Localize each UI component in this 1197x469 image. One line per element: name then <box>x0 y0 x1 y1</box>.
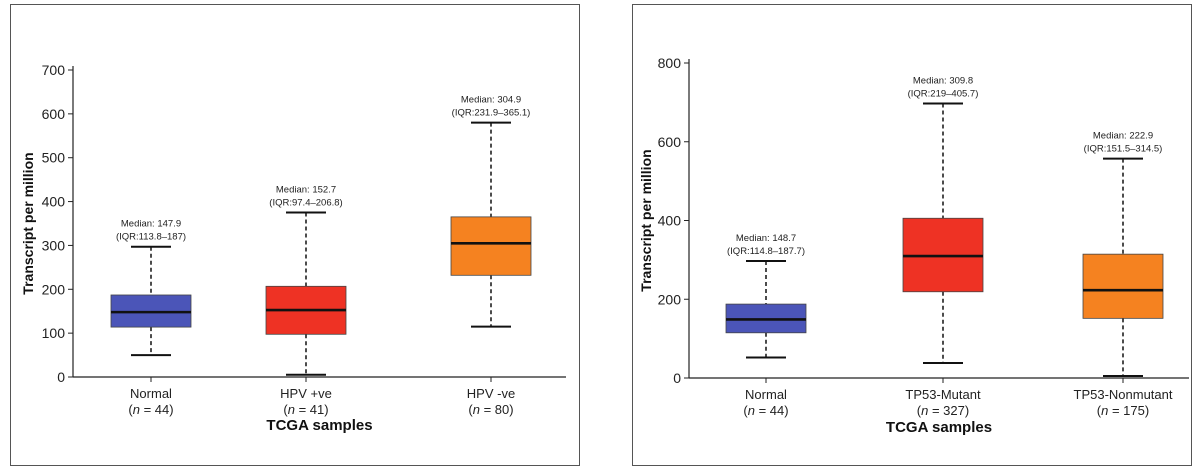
y-axis-label: Transcript per million <box>638 149 654 291</box>
iqr-annotation: (IQR:114.8–187.7) <box>727 246 805 257</box>
iqr-annotation: (IQR:231.9–365.1) <box>452 108 531 119</box>
y-tick-label: 300 <box>42 237 66 253</box>
y-tick-label: 800 <box>658 55 682 71</box>
y-tick-label: 400 <box>658 213 682 229</box>
box-plot-left: 0 100 200 300 400 500 600 700 Transcript per mil… <box>20 62 566 434</box>
y-tick-label: 200 <box>42 281 66 297</box>
iqr-annotation: (IQR:113.8–187) <box>116 232 186 243</box>
sample-size-label: (n = 44) <box>128 402 173 417</box>
x-axis-label: TCGA samples <box>886 419 992 436</box>
y-tick-label: 100 <box>42 325 66 341</box>
y-tick-label: 500 <box>42 150 66 166</box>
y-axis-label: Transcript per million <box>20 152 36 294</box>
y-tick-label: 0 <box>57 369 65 385</box>
median-annotation: Median: 309.8 <box>913 76 973 87</box>
box-iqr <box>450 216 532 276</box>
y-tick-label: 0 <box>673 370 681 386</box>
median-annotation: Median: 152.7 <box>276 185 336 196</box>
iqr-annotation: (IQR:151.5–314.5) <box>1084 144 1163 155</box>
y-tick-label: 200 <box>658 291 682 307</box>
median-annotation: Median: 147.9 <box>121 219 181 230</box>
x-tick-label: TP53-Nonmutant <box>1074 387 1173 402</box>
median-annotation: Median: 222.9 <box>1093 131 1153 142</box>
median-annotation: Median: 304.9 <box>461 95 521 106</box>
y-tick-label: 600 <box>42 106 66 122</box>
x-axis-label: TCGA samples <box>266 417 372 434</box>
x-tick-label: HPV -ve <box>467 386 515 401</box>
y-tick-label: 600 <box>658 134 682 150</box>
chart-panel-left: 0 100 200 300 400 500 600 700 Transcript per mil… <box>10 4 580 466</box>
iqr-annotation: (IQR:219–405.7) <box>908 89 979 100</box>
iqr-annotation: (IQR:97.4–206.8) <box>269 198 342 209</box>
x-tick-label: TP53-Mutant <box>905 387 981 402</box>
sample-size-label: (n = 327) <box>917 403 969 418</box>
median-annotation: Median: 148.7 <box>736 233 796 244</box>
x-tick-label: Normal <box>130 386 172 401</box>
x-tick-label: Normal <box>745 387 787 402</box>
box-plot-right: 0 200 400 600 800 Transcript per million TCGA … <box>638 55 1189 436</box>
sample-size-label: (n = 80) <box>468 402 513 417</box>
chart-panel-right: 0 200 400 600 800 Transcript per million TCGA … <box>632 4 1192 466</box>
x-tick-label: HPV +ve <box>280 386 332 401</box>
sample-size-label: (n = 175) <box>1097 403 1149 418</box>
sample-size-label: (n = 41) <box>283 402 328 417</box>
sample-size-label: (n = 44) <box>743 403 788 418</box>
box-iqr <box>1082 253 1164 319</box>
y-tick-label: 700 <box>42 62 66 78</box>
y-tick-label: 400 <box>42 194 66 210</box>
